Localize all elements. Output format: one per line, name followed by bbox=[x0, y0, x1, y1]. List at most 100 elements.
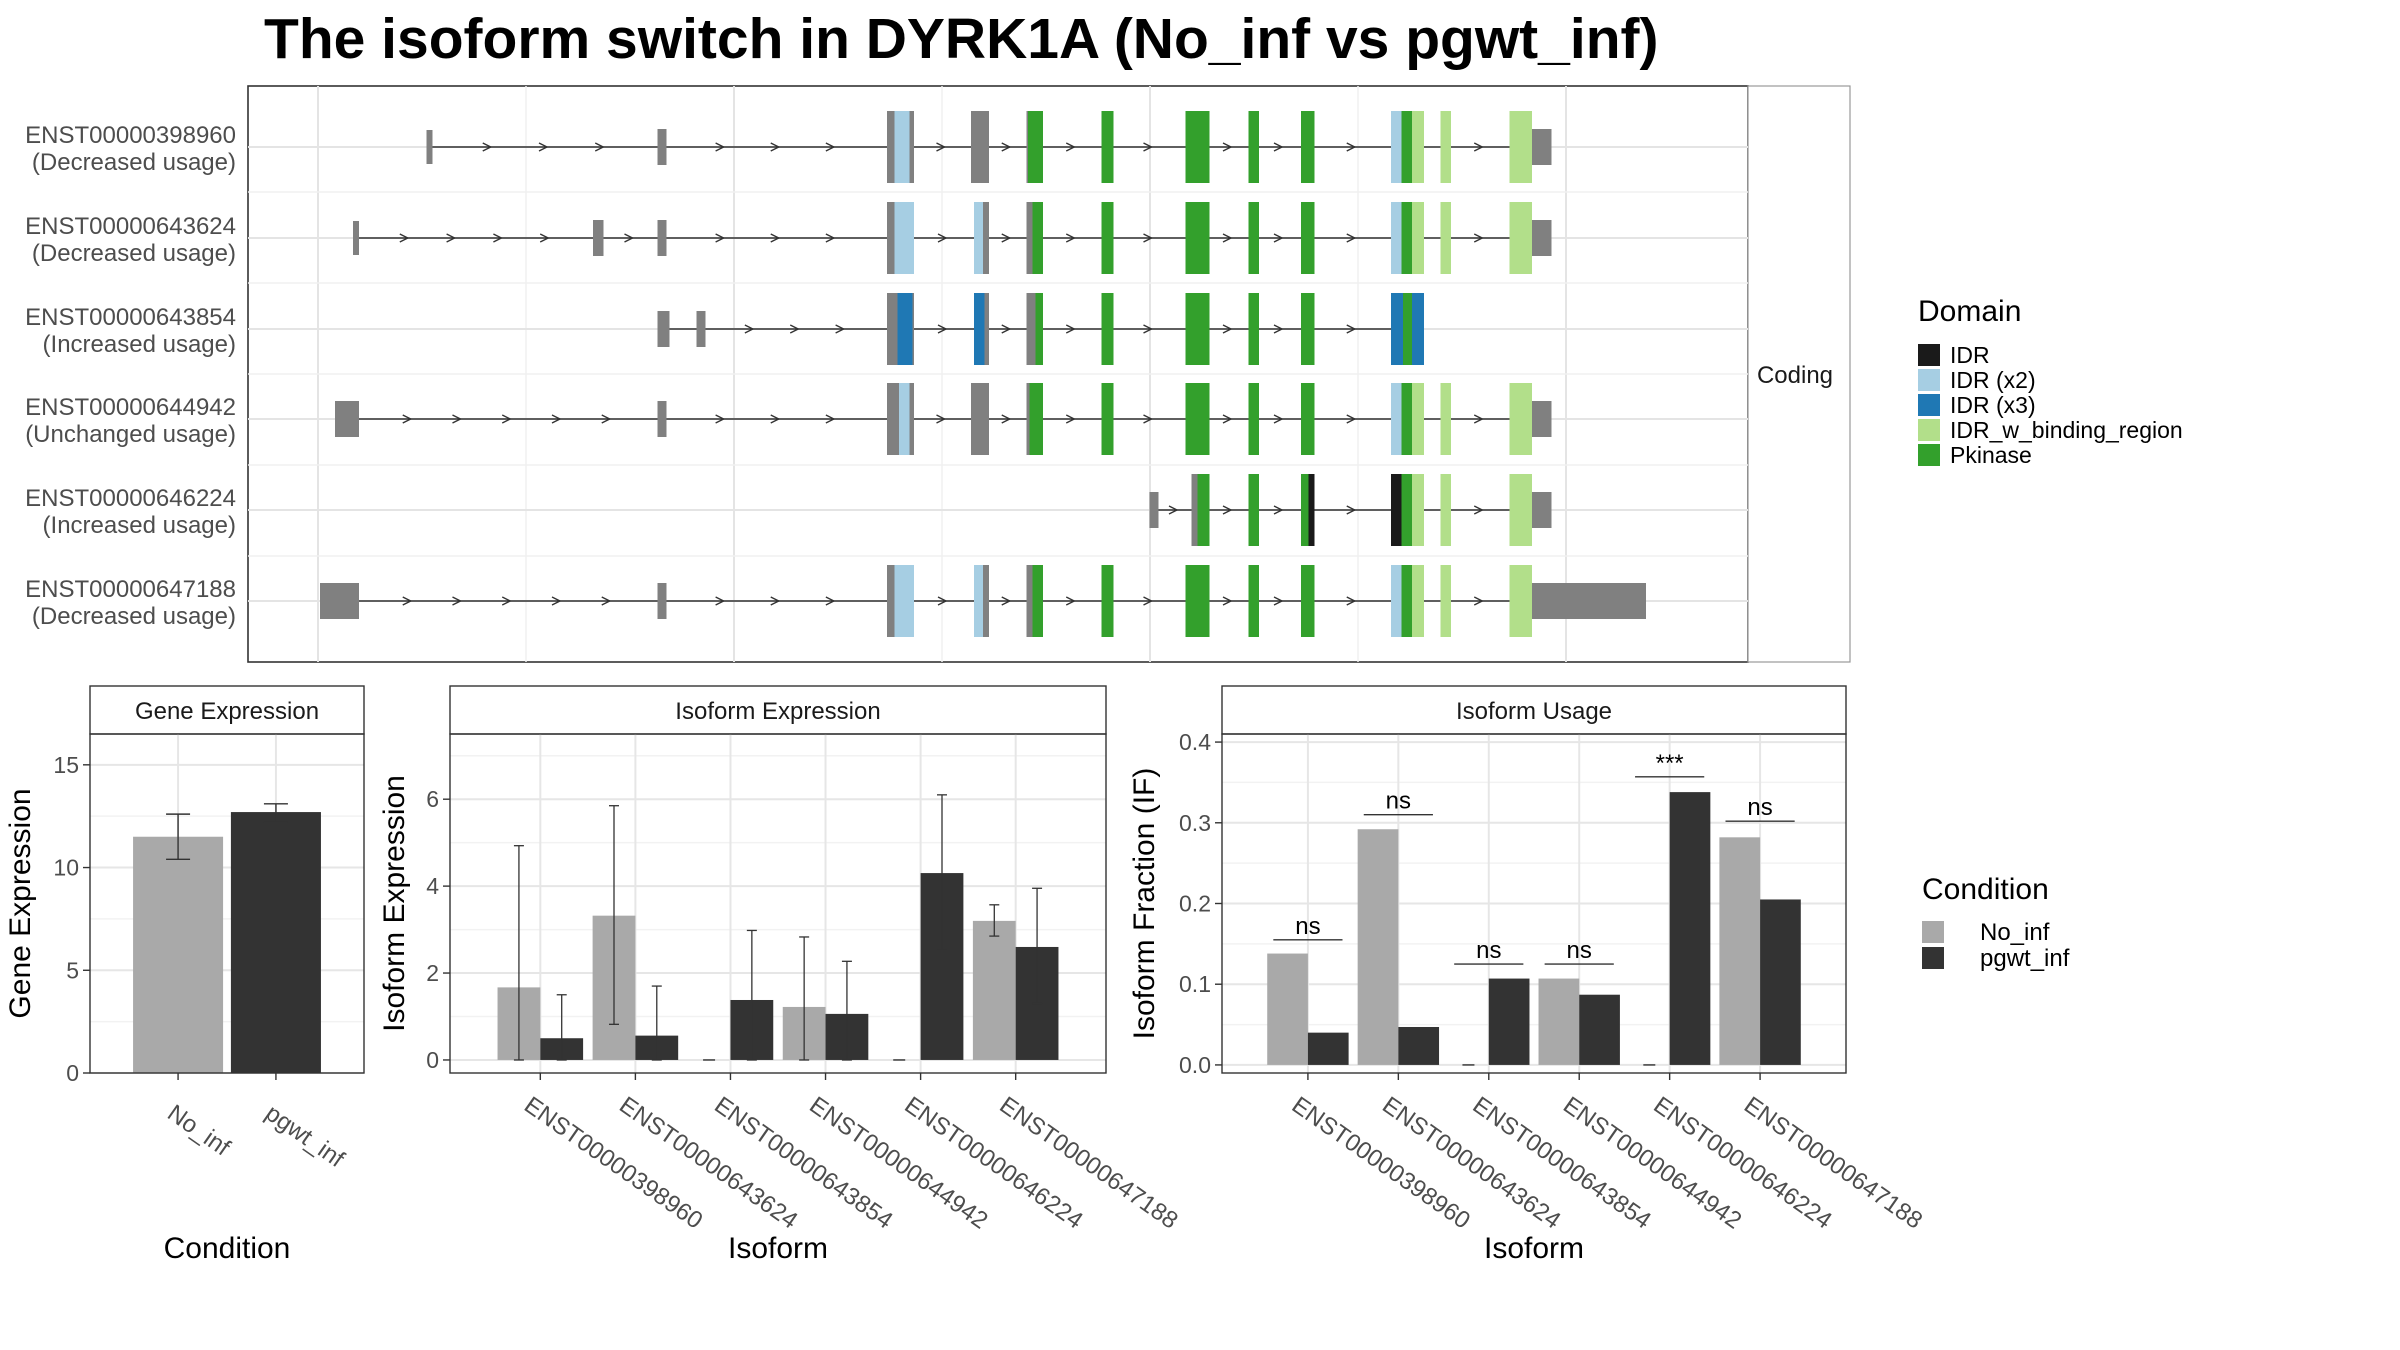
exon-block bbox=[657, 129, 667, 165]
x-tick-label: ENST00000647188 bbox=[995, 1092, 1183, 1235]
intron-arrow bbox=[1346, 505, 1357, 515]
panel-strip-title: Isoform Expression bbox=[675, 698, 880, 725]
transcript-row bbox=[320, 565, 1646, 637]
x-tick-label: pgwt_inf bbox=[260, 1100, 349, 1174]
intron-arrow bbox=[1346, 596, 1357, 606]
y-tick-label: 0.0 bbox=[1179, 1052, 1211, 1078]
intron-arrow bbox=[770, 414, 781, 424]
domain-block bbox=[1101, 293, 1114, 365]
condition-legend-title: Condition bbox=[1922, 873, 2049, 906]
domain-block bbox=[1440, 474, 1451, 546]
intron-arrow bbox=[493, 233, 503, 243]
exon-block bbox=[657, 220, 667, 256]
intron-arrow bbox=[937, 324, 948, 334]
domain-legend-label: Pkinase bbox=[1950, 442, 2032, 468]
intron-arrow bbox=[825, 233, 836, 243]
intron-arrow bbox=[825, 414, 836, 424]
intron-arrow bbox=[937, 596, 948, 606]
domain-block bbox=[1301, 474, 1309, 546]
domain-block bbox=[974, 202, 983, 274]
intron-arrow bbox=[1346, 324, 1357, 334]
domain-block bbox=[1391, 565, 1402, 637]
structure-row-labels: ENST00000398960 (Decreased usage) ENST0000… bbox=[25, 122, 236, 630]
domain-block bbox=[1301, 293, 1315, 365]
significance-label: ns bbox=[1567, 937, 1592, 964]
domain-block bbox=[1185, 383, 1210, 455]
y-tick-label: 0.2 bbox=[1179, 891, 1211, 917]
intron-arrow bbox=[1065, 142, 1076, 152]
domain-legend-label: IDR bbox=[1950, 342, 1990, 368]
bar-group: ns ns ns ns *** ns bbox=[1267, 750, 1801, 1066]
domain-block bbox=[1509, 474, 1532, 546]
domain-legend-swatch bbox=[1918, 344, 1940, 366]
intron-arrow bbox=[1473, 233, 1484, 243]
domain-block bbox=[974, 293, 985, 365]
domain-block bbox=[1412, 293, 1424, 365]
panel-border bbox=[449, 733, 1107, 1074]
significance-label: ns bbox=[1476, 937, 1501, 964]
domain-legend-swatch bbox=[1918, 444, 1940, 466]
intron-arrow bbox=[1001, 233, 1012, 243]
domain-legend-label: IDR (x3) bbox=[1950, 392, 2036, 418]
bar bbox=[1760, 899, 1801, 1065]
exon-block bbox=[1149, 492, 1159, 528]
domain-block bbox=[1301, 383, 1315, 455]
transcript-usage-label: (Decreased usage) bbox=[32, 603, 236, 630]
bar bbox=[1719, 837, 1761, 1065]
domain-block bbox=[1509, 383, 1532, 455]
y-tick-label: 0 bbox=[66, 1060, 79, 1086]
domain-block bbox=[1029, 383, 1043, 455]
intron-arrow bbox=[1273, 505, 1284, 515]
domain-block bbox=[1248, 383, 1259, 455]
exon-block bbox=[1532, 129, 1552, 165]
domain-block bbox=[1301, 565, 1315, 637]
domain-block bbox=[1509, 202, 1532, 274]
y-tick-label: 10 bbox=[53, 855, 79, 881]
domain-block bbox=[1440, 111, 1451, 183]
domain-block bbox=[894, 565, 914, 637]
transcript-id-label: ENST00000398960 bbox=[25, 122, 236, 149]
intron-arrow bbox=[1473, 142, 1484, 152]
intron-arrow bbox=[501, 414, 512, 424]
transcript-row bbox=[657, 293, 1424, 365]
intron-arrow bbox=[1065, 596, 1076, 606]
bar bbox=[1669, 792, 1711, 1065]
domain-block bbox=[1101, 565, 1114, 637]
domain-block bbox=[974, 565, 983, 637]
domain-block bbox=[1440, 202, 1451, 274]
transcript-id-label: ENST00000646224 bbox=[25, 485, 236, 512]
bar bbox=[1488, 978, 1530, 1065]
exon-block bbox=[971, 111, 989, 183]
domain-block bbox=[1248, 202, 1259, 274]
intron-arrow bbox=[1222, 233, 1233, 243]
domain-block bbox=[1035, 293, 1043, 365]
intron-arrow bbox=[825, 596, 836, 606]
exon-block bbox=[1532, 220, 1552, 256]
x-tick-label: ENST00000398960 bbox=[519, 1092, 707, 1235]
panel-strip-title: Isoform Usage bbox=[1456, 698, 1612, 725]
domain-legend-swatch bbox=[1918, 394, 1940, 416]
exon-block bbox=[1532, 401, 1552, 437]
y-axis-title: Gene Expression bbox=[4, 788, 37, 1018]
y-tick-label: 4 bbox=[426, 873, 439, 899]
x-axis-title: Isoform bbox=[728, 1232, 828, 1265]
domain-legend-swatch bbox=[1918, 419, 1940, 441]
x-axis-title: Condition bbox=[164, 1232, 291, 1265]
domain-block bbox=[1185, 202, 1210, 274]
y-axis-title: Isoform Fraction (IF) bbox=[1128, 768, 1161, 1040]
bar bbox=[1267, 953, 1308, 1065]
figure-title: The isoform switch in DYRK1A (No_inf vs … bbox=[264, 7, 1659, 71]
bar-group bbox=[497, 794, 1059, 1061]
transcript-usage-label: (Increased usage) bbox=[43, 331, 236, 358]
y-tick-label: 0.1 bbox=[1179, 971, 1211, 997]
domain-block bbox=[1401, 474, 1412, 546]
intron-arrow bbox=[744, 324, 755, 334]
bar bbox=[972, 920, 1016, 1060]
domain-block bbox=[1308, 474, 1315, 546]
intron-arrow bbox=[452, 414, 463, 424]
exon-block bbox=[657, 583, 667, 619]
domain-legend-label: IDR_w_binding_region bbox=[1950, 417, 2183, 443]
condition-legend-label: No_inf bbox=[1980, 919, 2050, 946]
